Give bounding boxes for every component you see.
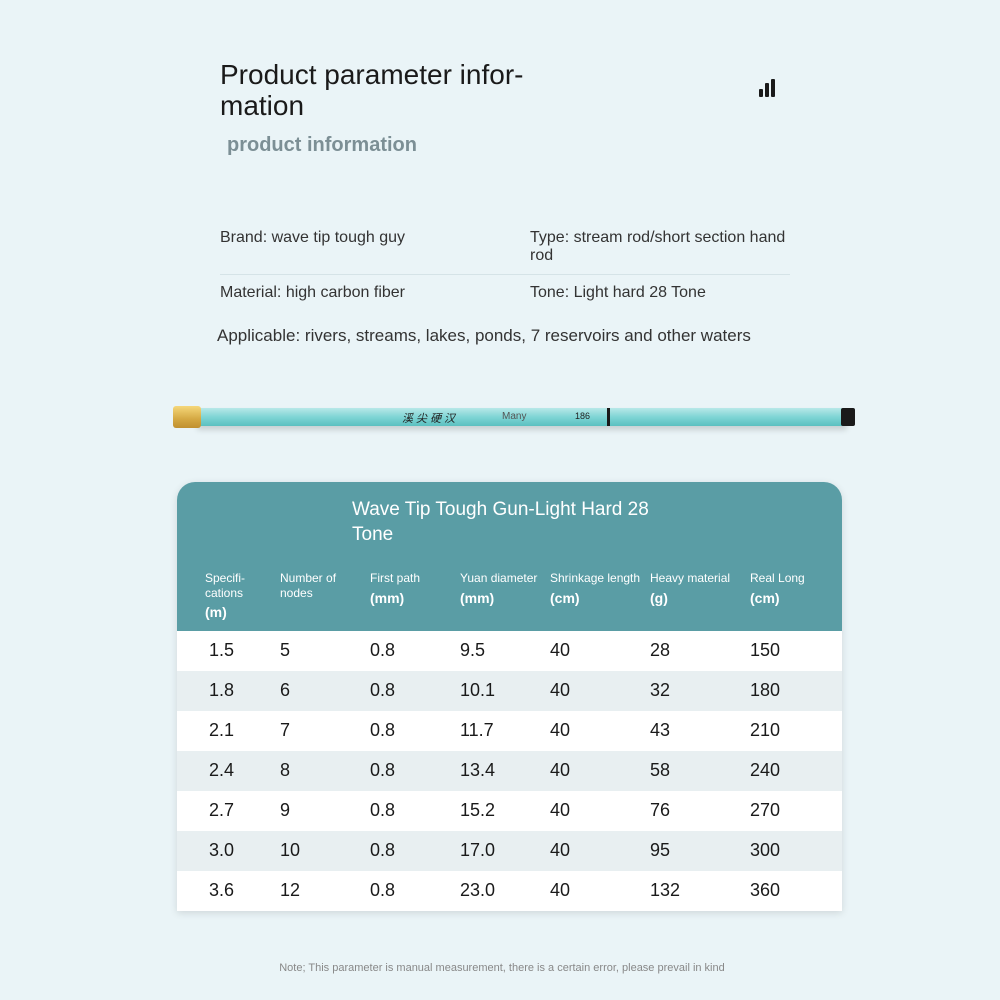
brand-value: wave tip tough guy — [272, 229, 405, 246]
table-cell: 180 — [742, 680, 842, 701]
table-cell: 240 — [742, 760, 842, 781]
rod-many-text: Many — [502, 411, 526, 422]
page: Product parameter infor­mation product i… — [0, 0, 1000, 1000]
footnote: Note; This parameter is manual measureme… — [2, 962, 1000, 974]
table-cell: 0.8 — [362, 760, 452, 781]
table-title-text: Wave Tip Tough Gun-Light Hard 28 Tone — [352, 498, 662, 547]
type-cell: Type: stream rod/short section hand rod — [530, 229, 790, 265]
table-header-cell: Shrinkage length(cm) — [542, 571, 642, 621]
table-cell: 76 — [642, 800, 742, 821]
rod-script-text: 溪 尖 硬 汉 — [402, 410, 455, 426]
table-row: 2.170.811.74043210 — [177, 711, 842, 751]
table-cell: 40 — [542, 640, 642, 661]
table-cell: 95 — [642, 840, 742, 861]
table-cell: 0.8 — [362, 680, 452, 701]
table-cell: 15.2 — [452, 800, 542, 821]
table-cell: 11.7 — [452, 720, 542, 741]
spec-table: Wave Tip Tough Gun-Light Hard 28 Tone Sp… — [177, 482, 842, 911]
table-cell: 300 — [742, 840, 842, 861]
table-header-row: Specifi­cations(m)Number of nodesFirst p… — [177, 563, 842, 631]
table-cell: 150 — [742, 640, 842, 661]
table-cell: 132 — [642, 880, 742, 901]
page-subtitle: product information — [227, 134, 417, 157]
applicable-label: Applicable: — [217, 326, 300, 345]
table-row: 2.790.815.24076270 — [177, 791, 842, 831]
table-cell: 40 — [542, 680, 642, 701]
table-cell: 270 — [742, 800, 842, 821]
table-cell: 23.0 — [452, 880, 542, 901]
table-cell: 13.4 — [452, 760, 542, 781]
table-cell: 0.8 — [362, 720, 452, 741]
table-cell: 5 — [272, 640, 362, 661]
table-cell: 6 — [272, 680, 362, 701]
table-cell: 0.8 — [362, 880, 452, 901]
tone-cell: Tone: Light hard 28 Tone — [530, 284, 790, 302]
table-cell: 40 — [542, 720, 642, 741]
info-row-material-tone: Material: high carbon fiber Tone: Light … — [220, 275, 790, 311]
table-cell: 43 — [642, 720, 742, 741]
rod-cap-right — [841, 408, 855, 426]
table-cell: 40 — [542, 800, 642, 821]
material-cell: Material: high carbon fiber — [220, 284, 530, 302]
table-cell: 9.5 — [452, 640, 542, 661]
table-cell: 8 — [272, 760, 362, 781]
rod-stripe — [607, 408, 610, 426]
table-row: 3.0100.817.04095300 — [177, 831, 842, 871]
material-value: high carbon fiber — [286, 284, 405, 301]
table-cell: 2.1 — [177, 720, 272, 741]
rod-number-text: 186 — [575, 411, 590, 421]
table-row: 3.6120.823.040132360 — [177, 871, 842, 911]
fishing-rod-illustration: 溪 尖 硬 汉 Many 186 — [167, 400, 857, 434]
content-area: Product parameter infor­mation product i… — [2, 2, 998, 998]
info-block: Brand: wave tip tough guy Type: stream r… — [220, 220, 790, 311]
tone-label: Tone: — [530, 284, 569, 301]
signal-bars-icon — [759, 79, 775, 97]
applicable-row: Applicable: rivers, streams, lakes, pond… — [217, 326, 837, 346]
table-cell: 2.7 — [177, 800, 272, 821]
table-title: Wave Tip Tough Gun-Light Hard 28 Tone — [177, 482, 842, 563]
type-value: stream rod/short section hand rod — [530, 229, 785, 264]
table-cell: 17.0 — [452, 840, 542, 861]
brand-label: Brand: — [220, 229, 267, 246]
table-cell: 1.5 — [177, 640, 272, 661]
table-header-cell: Number of nodes — [272, 571, 362, 621]
page-title: Product parameter infor­mation — [220, 60, 560, 122]
type-label: Type: — [530, 229, 569, 246]
table-cell: 210 — [742, 720, 842, 741]
table-header-cell: First path(mm) — [362, 571, 452, 621]
brand-cell: Brand: wave tip tough guy — [220, 229, 530, 265]
table-cell: 58 — [642, 760, 742, 781]
tone-value: Light hard 28 Tone — [574, 284, 706, 301]
table-cell: 3.0 — [177, 840, 272, 861]
table-row: 1.550.89.54028150 — [177, 631, 842, 671]
table-cell: 40 — [542, 760, 642, 781]
table-cell: 12 — [272, 880, 362, 901]
table-cell: 0.8 — [362, 640, 452, 661]
material-label: Material: — [220, 284, 281, 301]
info-row-brand-type: Brand: wave tip tough guy Type: stream r… — [220, 220, 790, 275]
table-cell: 360 — [742, 880, 842, 901]
table-cell: 2.4 — [177, 760, 272, 781]
table-row: 2.480.813.44058240 — [177, 751, 842, 791]
table-cell: 1.8 — [177, 680, 272, 701]
table-cell: 32 — [642, 680, 742, 701]
table-cell: 9 — [272, 800, 362, 821]
table-cell: 7 — [272, 720, 362, 741]
table-cell: 10.1 — [452, 680, 542, 701]
table-cell: 40 — [542, 840, 642, 861]
table-cell: 0.8 — [362, 800, 452, 821]
table-header-cell: Real Long(cm) — [742, 571, 842, 621]
table-cell: 0.8 — [362, 840, 452, 861]
table-cell: 40 — [542, 880, 642, 901]
table-cell: 10 — [272, 840, 362, 861]
applicable-value: rivers, streams, lakes, ponds, 7 reservo… — [305, 326, 751, 345]
table-header-cell: Yuan di­ameter(mm) — [452, 571, 542, 621]
table-header-cell: Specifi­cations(m) — [177, 571, 272, 621]
table-cell: 3.6 — [177, 880, 272, 901]
rod-cap-left — [173, 406, 201, 428]
table-header-cell: Heavy ma­terial(g) — [642, 571, 742, 621]
table-row: 1.860.810.14032180 — [177, 671, 842, 711]
table-body: 1.550.89.540281501.860.810.140321802.170… — [177, 631, 842, 911]
table-cell: 28 — [642, 640, 742, 661]
